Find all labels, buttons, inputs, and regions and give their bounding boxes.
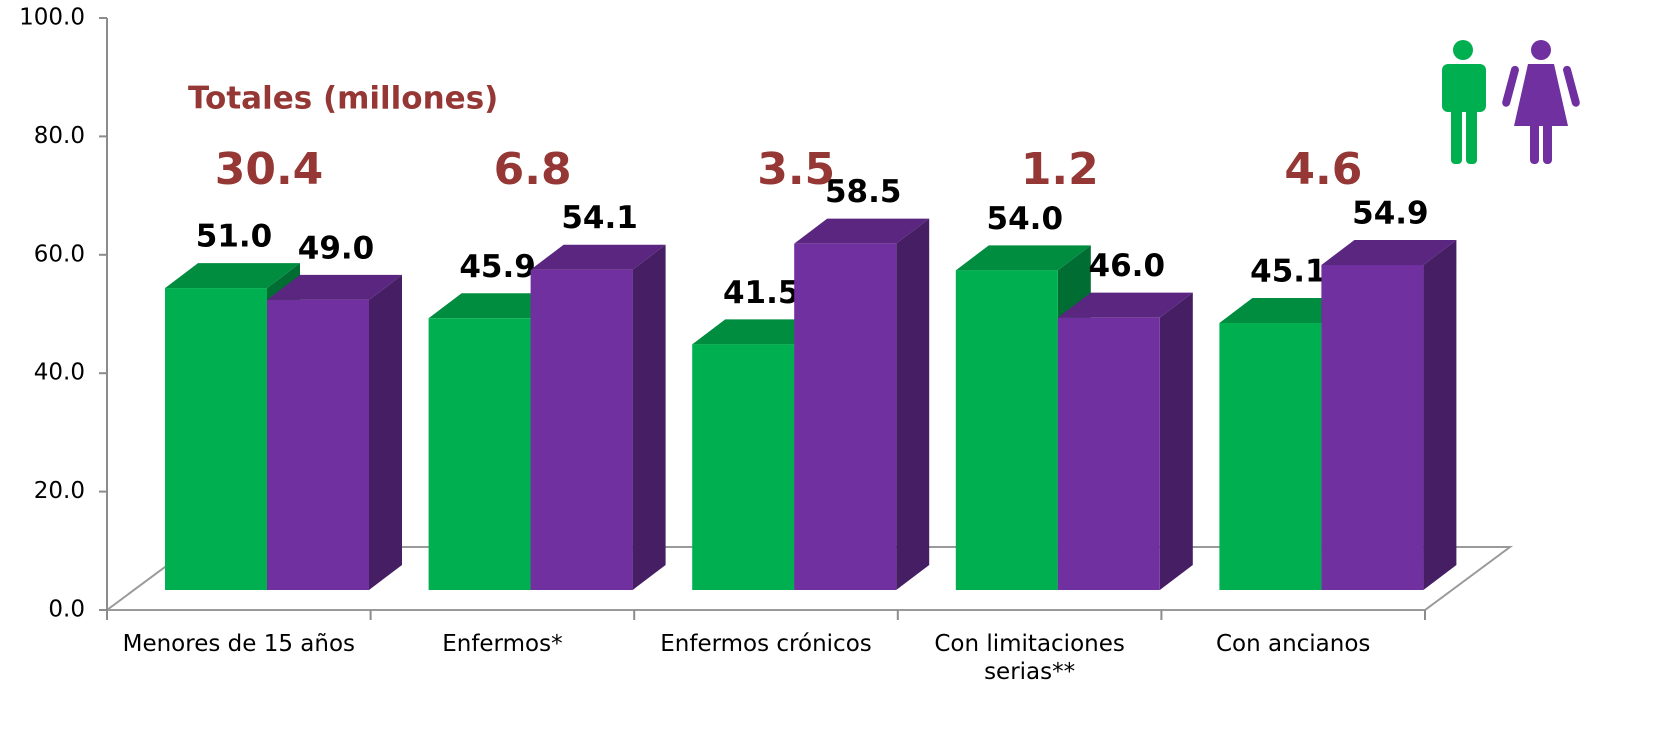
bar bbox=[267, 299, 369, 590]
data-label: 58.5 bbox=[825, 174, 902, 210]
total-label: 3.5 bbox=[757, 144, 835, 195]
data-label: 54.0 bbox=[987, 201, 1064, 237]
total-label: 6.8 bbox=[494, 144, 572, 195]
y-tick-label: 80.0 bbox=[34, 123, 85, 149]
data-label: 51.0 bbox=[196, 219, 273, 255]
y-tick-label: 60.0 bbox=[34, 241, 85, 267]
bar bbox=[1321, 264, 1424, 590]
x-tick-label: Enfermos crónicos bbox=[660, 631, 872, 657]
bar-side bbox=[632, 244, 666, 590]
y-tick-label: 100.0 bbox=[19, 5, 85, 31]
bar-top bbox=[1321, 239, 1457, 265]
total-label: 30.4 bbox=[215, 144, 324, 195]
bar-top bbox=[955, 245, 1091, 271]
woman-icon bbox=[1502, 40, 1580, 164]
bar-side bbox=[896, 218, 930, 590]
data-label: 45.1 bbox=[1250, 254, 1327, 290]
bar bbox=[165, 288, 267, 590]
data-label: 54.1 bbox=[561, 200, 638, 236]
y-tick-label: 0.0 bbox=[48, 597, 85, 623]
data-label: 49.0 bbox=[298, 230, 375, 266]
total-label: 4.6 bbox=[1284, 144, 1362, 195]
total-label: 1.2 bbox=[1021, 144, 1099, 195]
data-label: 41.5 bbox=[723, 275, 800, 311]
bar-side bbox=[1159, 292, 1193, 590]
data-label: 45.9 bbox=[459, 249, 536, 285]
man-icon bbox=[1442, 40, 1486, 164]
x-tick-label: Menores de 15 años bbox=[122, 631, 355, 657]
bar-top bbox=[428, 293, 564, 319]
x-tick-label: Con ancianos bbox=[1215, 631, 1371, 657]
y-tick-label: 20.0 bbox=[34, 478, 85, 504]
data-label: 46.0 bbox=[1089, 248, 1166, 284]
bar bbox=[1057, 317, 1160, 590]
bar-top bbox=[1057, 292, 1193, 318]
bar-top bbox=[1219, 298, 1355, 324]
bar-top bbox=[692, 319, 828, 345]
totals-title: Totales (millones) bbox=[188, 81, 498, 117]
y-tick-label: 40.0 bbox=[34, 360, 85, 386]
x-tick-label: Con limitaciones serias** bbox=[934, 631, 1125, 685]
bar bbox=[530, 269, 633, 590]
bar bbox=[794, 243, 897, 590]
bar bbox=[1219, 323, 1322, 590]
bar-top bbox=[267, 274, 402, 300]
bar bbox=[692, 344, 795, 590]
bar-top bbox=[530, 244, 666, 270]
bar-top bbox=[165, 263, 300, 289]
bar bbox=[955, 270, 1058, 590]
bar-side bbox=[369, 274, 402, 590]
data-label: 54.9 bbox=[1352, 195, 1429, 231]
bar bbox=[428, 318, 531, 590]
x-tick-label: Enfermos* bbox=[442, 631, 563, 657]
bar-side bbox=[1423, 239, 1457, 590]
bar-top bbox=[794, 218, 930, 244]
